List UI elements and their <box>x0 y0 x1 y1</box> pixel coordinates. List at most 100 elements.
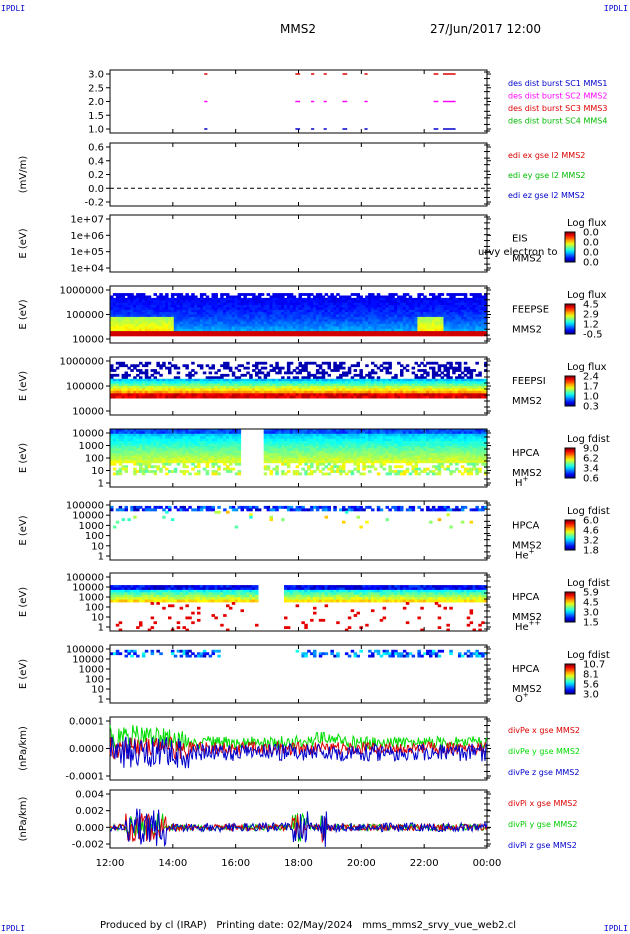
ytick-label: 10000 <box>72 655 104 666</box>
overlay-text: urvy electron to <box>478 247 558 258</box>
colorbar <box>564 663 576 695</box>
panel-burst: 3.0 2.5 2.0 1.5 1.0 des dist burst SC1 MMS1 de… <box>88 69 607 136</box>
colorbar <box>564 375 576 407</box>
ytick-label: 3.0 <box>88 70 104 81</box>
panel-label: MMS2 <box>512 396 542 407</box>
ytick-label: -0.002 <box>72 840 104 851</box>
panel-label: FEEPSE <box>512 305 549 316</box>
colorbar-tick: 2.4 <box>583 372 599 383</box>
colorbar-tick: 4.5 <box>583 598 599 609</box>
panel-label: HPCA <box>512 448 540 459</box>
series-line <box>109 736 488 761</box>
ytick-label: 0.004 <box>75 790 104 801</box>
xtick-label: 16:00 <box>221 858 250 869</box>
ytick-label: 10000 <box>72 511 104 522</box>
species-label: He+ <box>515 548 535 562</box>
ytick-label: 1000 <box>79 665 104 676</box>
species-label: H+ <box>515 475 529 489</box>
colorbar-title: Log fdist <box>567 578 610 589</box>
panel-label: HPCA <box>512 521 540 532</box>
colorbar-tick: 1.0 <box>583 392 599 403</box>
colorbar-tick: 3.0 <box>583 608 599 619</box>
ytick-label: 10000 <box>72 407 104 418</box>
colorbar-tick: 0.0 <box>583 258 599 269</box>
colorbar-title: Log fdist <box>567 434 610 445</box>
ylabel: E (eV) <box>18 515 29 545</box>
legend-entry: des dist burst SC3 MMS3 <box>508 104 607 113</box>
legend-entry: divPi y gse MMS2 <box>508 820 577 829</box>
legend-entry: edi ey gse l2 MMS2 <box>508 171 586 180</box>
ylabel: E (eV) <box>18 371 29 401</box>
colorbar <box>564 231 576 263</box>
ytick-label: 10 <box>91 466 104 477</box>
ytick-label: 1 <box>98 623 104 634</box>
species-label: He++ <box>515 619 541 633</box>
colorbar <box>564 303 576 335</box>
ytick-label: -0.2 <box>84 198 104 209</box>
ylabel: (nPa/km) <box>18 726 29 771</box>
legend-entry: divPi x gse MMS2 <box>508 799 577 808</box>
ylabel: (mV/m) <box>18 156 29 194</box>
colorbar-tick: 0.0 <box>583 228 599 239</box>
ylabel: E (eV) <box>18 443 29 473</box>
ytick-label: 100000 <box>66 310 104 321</box>
corner-label-top-right: IPDLI <box>603 4 628 13</box>
colorbar-tick: 5.6 <box>583 680 599 691</box>
ytick-label: 0.0001 <box>69 717 104 728</box>
colorbar-title: Log flux <box>567 362 607 373</box>
ytick-label: 100 <box>85 454 104 465</box>
colorbar-tick: 0.3 <box>583 402 599 413</box>
colorbar-title: Log flux <box>567 290 607 301</box>
colorbar <box>564 447 576 479</box>
panel-divpe: 0.0001 0.0000 -0.0001 (nPa/km) divPe x gse M… <box>18 716 580 783</box>
panel-label: MMS2 <box>512 684 542 695</box>
xtick-label: 14:00 <box>158 858 187 869</box>
colorbar-tick: 0.0 <box>583 248 599 259</box>
ytick-label: 10000 <box>72 583 104 594</box>
species-label: O+ <box>515 691 529 705</box>
legend-entry: edi ex gse l2 MMS2 <box>508 151 585 160</box>
colorbar-tick: 8.1 <box>583 670 599 681</box>
ytick-label: 1.0 <box>88 125 104 136</box>
ytick-label: 1e+04 <box>70 264 104 275</box>
plot-date: 27/Jun/2017 12:00 <box>430 22 542 36</box>
colorbar-tick: 4.6 <box>583 526 599 537</box>
legend-entry: edi ez gse l2 MMS2 <box>508 191 585 200</box>
colorbar <box>564 519 576 551</box>
legend-entry: des dist burst SC4 MMS4 <box>508 117 607 126</box>
ylabel: E (eV) <box>18 299 29 329</box>
legend-entry: des dist burst SC2 MMS2 <box>508 92 607 101</box>
ytick-label: 100000 <box>66 501 104 512</box>
ytick-label: 1.5 <box>88 111 104 122</box>
corner-label-top-left: IPDLI <box>1 4 26 13</box>
ytick-label: 10000 <box>72 335 104 346</box>
colorbar-tick: 6.0 <box>583 516 599 527</box>
ytick-label: 1e+07 <box>70 215 104 226</box>
colorbar-tick: 2.9 <box>583 310 599 321</box>
colorbar-tick: 4.5 <box>583 300 599 311</box>
ytick-label: 10 <box>91 613 104 624</box>
colorbar-title: Log fdist <box>567 506 610 517</box>
ylabel: E (eV) <box>18 228 29 258</box>
corner-label-bottom-right: IPDLI <box>603 924 628 933</box>
ytick-label: 100000 <box>66 645 104 656</box>
panel-edi: 0.6 0.4 0.2 0.0 -0.2 (mV/m) edi ex gse l2 MMS2… <box>18 142 586 209</box>
colorbar-title: Log flux <box>567 218 607 229</box>
panel-label: HPCA <box>512 664 540 675</box>
panel-label: FEEPSI <box>512 376 546 387</box>
ytick-label: 0.2 <box>88 170 104 181</box>
ytick-label: 1000 <box>79 521 104 532</box>
colorbar-tick: 0.0 <box>583 238 599 249</box>
panel-label: MMS2 <box>512 325 542 336</box>
panel-label: MMS2 <box>512 254 542 265</box>
colorbar-tick: 5.9 <box>583 588 599 599</box>
ytick-label: 10 <box>91 685 104 696</box>
series-line <box>110 808 488 848</box>
ytick-label: 2.5 <box>88 83 104 94</box>
ytick-label: 10 <box>91 541 104 552</box>
panel-divpi: 0.004 0.002 0.000 -0.002 (nPa/km) divPi x gse… <box>18 789 577 851</box>
ytick-label: 1000000 <box>59 357 104 368</box>
xtick-label: 22:00 <box>410 858 439 869</box>
